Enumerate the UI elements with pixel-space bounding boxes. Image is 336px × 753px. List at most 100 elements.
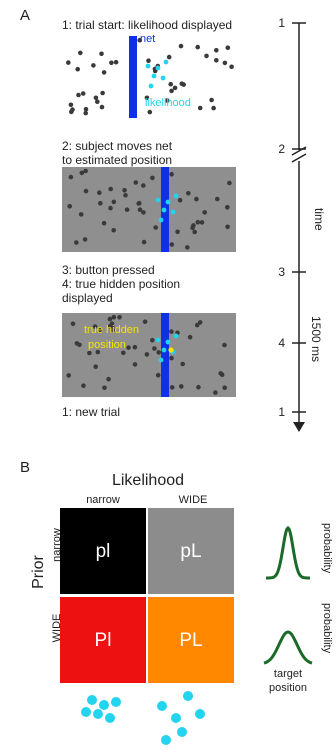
col-narrow-label: narrow — [86, 494, 120, 506]
likelihood-dot — [93, 709, 103, 719]
background-dot — [82, 237, 88, 242]
col-wide-label: WIDE — [179, 494, 208, 506]
background-dot — [123, 193, 128, 198]
background-dot — [147, 109, 153, 115]
hidden-label-line1: true hidden — [84, 324, 139, 336]
background-dot — [199, 220, 205, 225]
background-dot — [66, 60, 71, 65]
background-dot — [169, 329, 174, 334]
background-dot — [106, 376, 111, 382]
background-dot — [179, 384, 184, 389]
likelihood-dot — [158, 217, 164, 223]
likelihood-dot — [161, 735, 171, 745]
background-dot — [95, 349, 101, 355]
background-dot — [126, 345, 131, 350]
background-dot — [225, 224, 230, 230]
background-dot — [70, 321, 76, 327]
new-trial-text: 1: new trial — [62, 405, 120, 419]
background-dot — [213, 390, 218, 395]
background-dot — [99, 51, 104, 57]
background-dot — [100, 90, 105, 96]
background-dot — [146, 58, 151, 63]
background-dot — [209, 97, 214, 103]
background-dot — [108, 186, 113, 192]
background-dot — [152, 346, 157, 351]
likelihood-dot — [170, 209, 176, 215]
likelihood-dot — [111, 697, 121, 707]
tick-1-top-label: 1 — [278, 16, 285, 30]
background-dot — [222, 60, 228, 66]
background-dot — [68, 102, 74, 108]
likelihood-dots-1 — [145, 59, 169, 89]
background-dot — [227, 180, 232, 186]
background-dot — [214, 48, 219, 53]
background-dot — [215, 196, 220, 202]
background-dot — [101, 70, 107, 75]
panel-a-label: A — [20, 7, 30, 24]
background-dot — [197, 320, 203, 325]
background-dot — [141, 183, 146, 188]
background-dot — [175, 229, 180, 235]
background-dot — [83, 106, 89, 112]
hidden-label-line2: position — [88, 339, 126, 351]
background-dot — [108, 205, 113, 211]
prior-title: Prior — [30, 554, 47, 588]
panel-b-label: B — [20, 459, 30, 476]
tick-3-label: 3 — [278, 265, 285, 279]
background-dot — [87, 350, 92, 356]
background-dot — [98, 201, 103, 206]
likelihood-dot — [155, 337, 161, 343]
probability-label-bottom: probability — [321, 603, 333, 654]
background-dot — [204, 53, 209, 59]
background-dot — [166, 54, 172, 60]
timeline-arrowhead — [293, 422, 305, 432]
background-dot — [133, 180, 139, 185]
random-dots-field-2 — [67, 168, 232, 250]
background-dot — [185, 245, 190, 250]
background-dot — [155, 372, 161, 378]
background-dot — [177, 197, 183, 203]
background-dot — [214, 58, 219, 63]
likelihood-dot — [173, 333, 179, 339]
likelihood-dot — [81, 707, 91, 717]
background-dot — [172, 85, 178, 91]
background-dot — [187, 334, 193, 340]
background-dot — [136, 201, 141, 206]
cell-pL — [148, 508, 234, 594]
background-dot — [169, 355, 174, 361]
background-dot — [168, 81, 173, 87]
random-dots-field-3 — [66, 314, 227, 395]
likelihood-dots-2 — [155, 193, 179, 223]
background-dot — [101, 220, 107, 226]
background-dot — [194, 196, 199, 202]
likelihood-dot — [165, 199, 171, 205]
tick-4-label: 4 — [278, 336, 285, 350]
background-dot — [194, 322, 200, 328]
background-dot — [69, 109, 74, 115]
background-dot — [141, 239, 147, 245]
background-dot — [111, 228, 116, 233]
background-dot — [92, 324, 98, 329]
likelihood-dot — [160, 75, 166, 81]
narrow-likelihood-dot-cluster — [81, 695, 121, 723]
target-label-line2: position — [269, 682, 307, 694]
likelihood-dot — [148, 83, 154, 89]
background-dot — [83, 168, 88, 174]
background-dot — [192, 229, 197, 235]
background-dot — [152, 68, 158, 74]
probability-label-top: probability — [321, 523, 333, 574]
background-dot — [111, 314, 117, 320]
narrow-prior-curve — [266, 525, 310, 580]
background-dot — [66, 373, 71, 378]
background-dot — [197, 105, 203, 111]
likelihood-dot — [183, 691, 193, 701]
cell-PL-label: PL — [179, 630, 202, 651]
background-dot — [83, 110, 88, 116]
background-dot — [141, 210, 146, 215]
likelihood-dot — [105, 713, 115, 723]
likelihood-dot — [173, 193, 179, 199]
background-dot — [111, 199, 117, 205]
background-dot — [102, 385, 107, 391]
background-dot — [142, 319, 148, 325]
background-dot — [211, 105, 216, 111]
